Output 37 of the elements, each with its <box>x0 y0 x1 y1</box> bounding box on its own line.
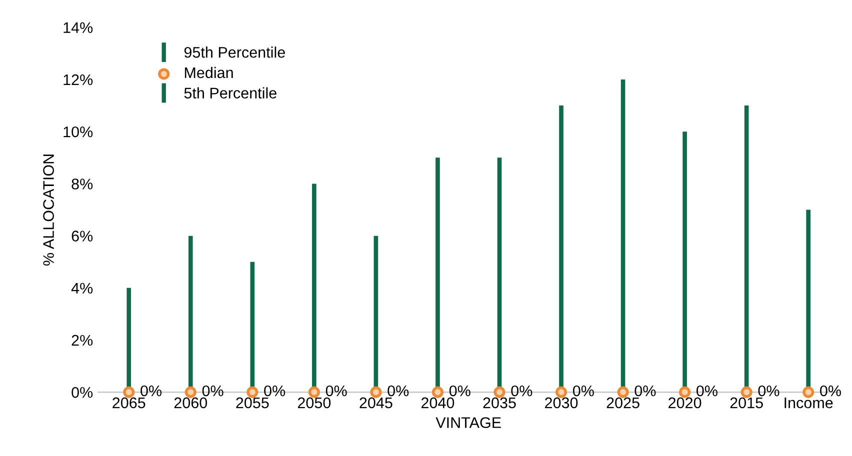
legend-label: 5th Percentile <box>184 87 276 98</box>
x-axis-title: VINTAGE <box>436 417 501 428</box>
y-tick-label: 8% <box>72 178 93 190</box>
data-label: 0% <box>511 385 532 396</box>
x-tick-label: 2050 <box>298 397 331 408</box>
x-tick-label: 2035 <box>483 397 516 408</box>
data-label: 0% <box>820 385 841 396</box>
legend-label: 95th Percentile <box>184 46 285 58</box>
x-tick-label: 2055 <box>236 397 269 408</box>
y-tick-label: 0% <box>72 387 93 398</box>
x-tick-label: 2025 <box>606 397 640 408</box>
y-tick-label: 2% <box>72 334 93 346</box>
x-tick-label: 2045 <box>360 397 392 408</box>
y-tick-label: 4% <box>71 282 93 294</box>
x-tick-label: 2065 <box>112 397 146 408</box>
data-label: 0% <box>264 385 286 396</box>
x-tick-label: Income <box>784 398 833 408</box>
y-tick-label: 12% <box>64 74 93 86</box>
y-tick-label: 6% <box>72 230 93 242</box>
data-label: 0% <box>572 385 594 396</box>
data-label: 0% <box>388 385 409 396</box>
x-tick-label: 2030 <box>545 397 578 408</box>
data-label: 0% <box>326 385 347 396</box>
x-tick-label: 2015 <box>730 397 763 408</box>
data-label: 0% <box>634 385 656 396</box>
data-label: 0% <box>140 385 162 396</box>
data-label: 0% <box>758 385 780 396</box>
y-tick-label: 10% <box>64 126 93 138</box>
x-tick-label: 2020 <box>668 397 702 408</box>
y-axis-title: % ALLOCATION <box>43 154 54 266</box>
data-label: 0% <box>449 385 470 396</box>
data-label: 0% <box>202 385 224 396</box>
data-label: 0% <box>696 385 718 396</box>
legend-label: Median <box>184 66 233 78</box>
x-tick-label: 2040 <box>421 397 454 408</box>
y-tick-label: 14% <box>64 22 93 33</box>
x-tick-label: 2060 <box>174 397 208 408</box>
